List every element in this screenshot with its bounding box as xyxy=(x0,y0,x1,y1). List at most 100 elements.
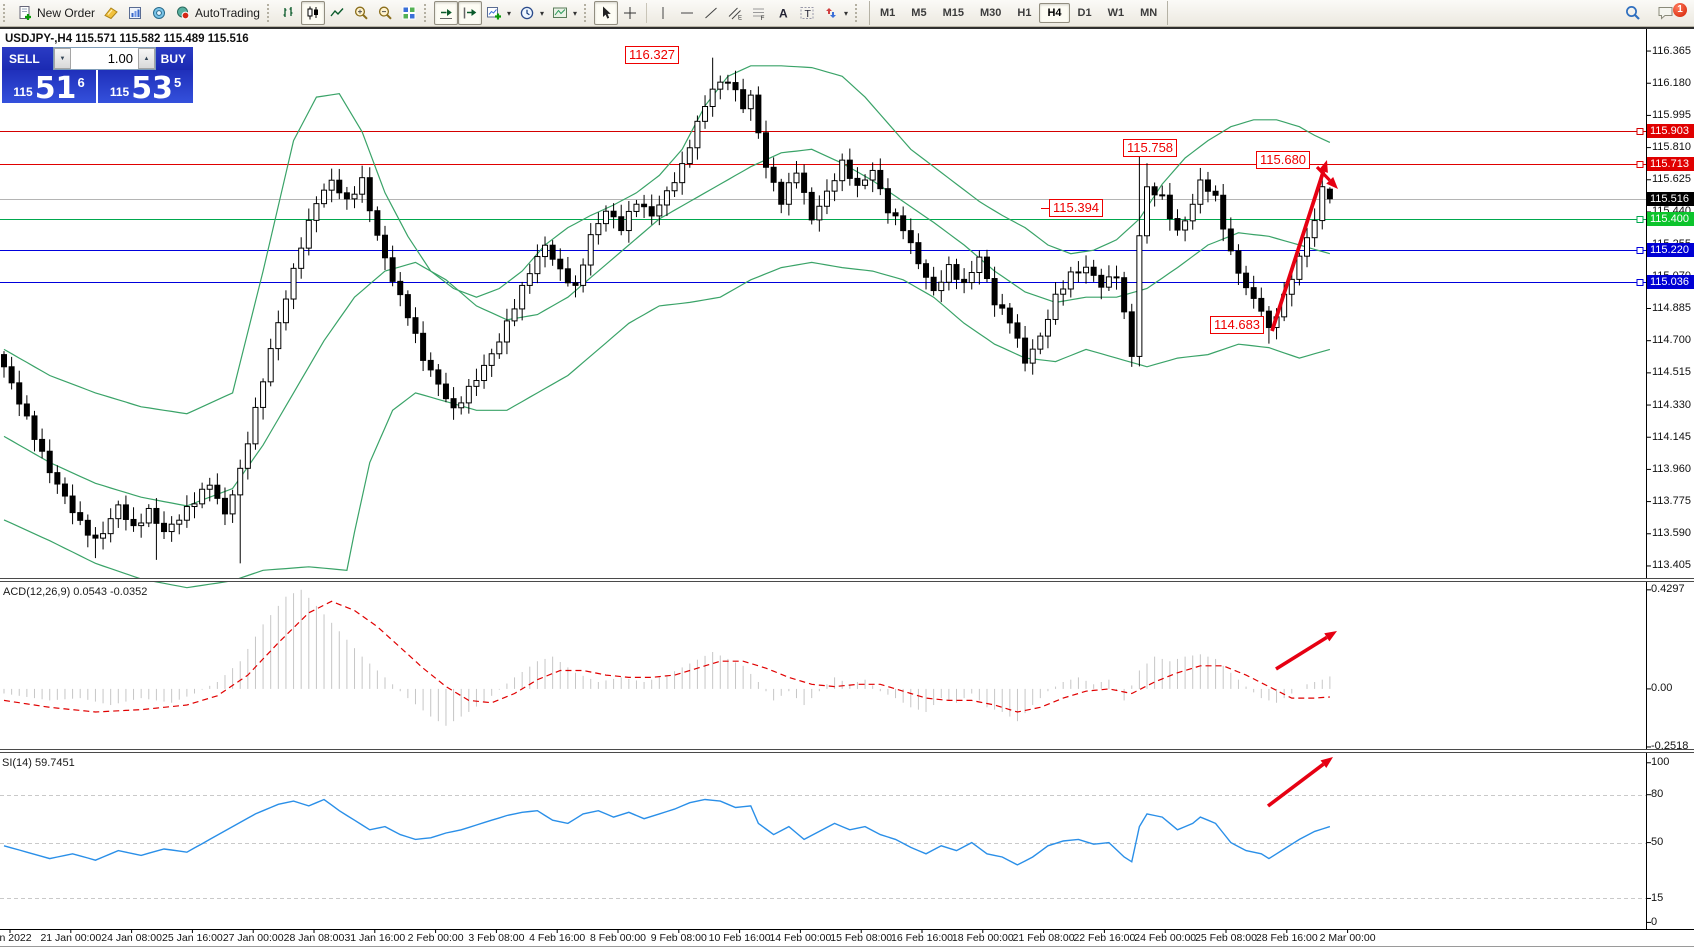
new-order-button[interactable]: New Order xyxy=(13,1,99,25)
toolbar-grip[interactable] xyxy=(855,4,860,22)
macd-indicator-label: ACD(12,26,9) 0.0543 -0.0352 xyxy=(3,586,148,598)
time-axis-label: 2 Feb 00:00 xyxy=(407,932,464,944)
price-line-label: 115.400 xyxy=(1647,211,1694,226)
volume-decrease-button[interactable]: ▼ xyxy=(54,48,71,69)
autotrading-icon xyxy=(175,5,191,21)
candlestick-chart-button[interactable] xyxy=(300,1,325,25)
sell-price[interactable]: 115 51 6 xyxy=(2,70,96,104)
price-annotation[interactable]: 115.680 xyxy=(1256,151,1311,169)
toolbar-grip[interactable] xyxy=(3,4,8,22)
zoom-in-icon xyxy=(353,5,369,21)
arrows-icon xyxy=(823,5,839,21)
toolbar-grip[interactable] xyxy=(423,4,429,22)
timeframe-h4[interactable]: H4 xyxy=(1039,3,1070,23)
time-axis-label: 25 Feb 08:00 xyxy=(1195,932,1257,944)
channel-button[interactable]: E xyxy=(723,1,747,25)
sell-price-figure: 115 xyxy=(13,85,33,99)
vertical-line-button[interactable] xyxy=(651,1,675,25)
crosshair-button[interactable] xyxy=(618,1,642,25)
search-icon xyxy=(1624,4,1642,22)
templates-button[interactable]: ▾ xyxy=(548,1,581,25)
price-annotation[interactable]: 115.394 xyxy=(1040,199,1104,217)
trendline-button[interactable] xyxy=(699,1,723,25)
signals-button[interactable] xyxy=(147,1,171,25)
text-icon: A xyxy=(775,5,791,21)
time-axis-label: 10 Feb 16:00 xyxy=(708,932,771,944)
chart-wizard-button[interactable] xyxy=(99,1,123,25)
sell-button[interactable]: SELL xyxy=(2,47,53,70)
timeframe-mn[interactable]: MN xyxy=(1140,7,1158,19)
price-axis-tick-label: 115.810 xyxy=(1652,141,1691,154)
window-border xyxy=(0,27,1694,29)
price-line-label: 115.036 xyxy=(1647,275,1694,290)
text-label-button[interactable]: T xyxy=(795,1,819,25)
autotrading-button[interactable]: AutoTrading xyxy=(171,1,264,25)
toolbar-grip[interactable] xyxy=(266,4,272,22)
pane-separator-rsi[interactable] xyxy=(0,749,1694,753)
time-axis-label: 3 Feb 08:00 xyxy=(468,932,525,944)
timeframe-group: M1 M5 M15 M30 H1 H4 D1 W1 MN xyxy=(869,1,1169,25)
timeframe-m30[interactable]: M30 xyxy=(979,7,1002,19)
horizontal-line-button[interactable] xyxy=(675,1,699,25)
buy-label: BUY xyxy=(160,51,186,66)
time-axis-label: 24 Feb 00:00 xyxy=(1134,932,1197,944)
timeframe-m15[interactable]: M15 xyxy=(942,7,964,19)
timeframe-d1[interactable]: D1 xyxy=(1077,7,1092,19)
price-axis-tick-label: 114.885 xyxy=(1652,302,1691,314)
arrows-button[interactable]: ▾ xyxy=(819,1,852,25)
chat-bubble-icon xyxy=(1656,4,1676,22)
price-axis-tick-label: 115.995 xyxy=(1652,108,1691,121)
zoom-in-button[interactable] xyxy=(349,1,373,25)
search-button[interactable] xyxy=(1620,1,1646,25)
tile-windows-button[interactable] xyxy=(397,1,421,25)
price-lines[interactable] xyxy=(0,128,1646,286)
zoom-out-button[interactable] xyxy=(373,1,397,25)
price-annotation[interactable]: 116.327 xyxy=(625,46,680,64)
pane-separator-macd[interactable] xyxy=(0,578,1694,582)
timeframe-m5[interactable]: M5 xyxy=(911,7,927,19)
vertical-line-icon xyxy=(655,5,671,21)
indicators-icon xyxy=(486,5,502,21)
price-annotation[interactable]: 114.683 xyxy=(1210,316,1265,334)
periods-button[interactable]: ▾ xyxy=(515,1,548,25)
rsi-axis-tick-label: 0 xyxy=(1651,915,1658,928)
sell-price-point: 6 xyxy=(77,75,85,90)
toolbar: New Order AutoTrading ▾ ▾ ▾ E F A xyxy=(0,0,1694,27)
profiles-button[interactable] xyxy=(123,1,147,25)
chart-shift-button[interactable] xyxy=(457,1,482,25)
auto-scroll-button[interactable] xyxy=(433,1,458,25)
text-button[interactable]: A xyxy=(771,1,795,25)
trend-arrows[interactable] xyxy=(1266,160,1338,808)
cursor-button[interactable] xyxy=(594,1,618,25)
time-axis-label: 25 Jan 16:00 xyxy=(162,932,223,944)
volume-input[interactable]: 1.00 xyxy=(107,51,133,66)
price-annotation[interactable]: 115.758 xyxy=(1123,139,1178,157)
timeframe-w1[interactable]: W1 xyxy=(1107,7,1125,19)
chart-wizard-icon xyxy=(103,5,119,21)
price-axis-tick-label: 114.145 xyxy=(1652,430,1691,443)
indicators-button[interactable]: ▾ xyxy=(482,1,515,25)
price-line-label: 115.713 xyxy=(1647,157,1694,172)
trendline-icon xyxy=(703,5,719,21)
svg-text:E: E xyxy=(738,16,742,22)
svg-text:T: T xyxy=(805,8,812,20)
notifications-button[interactable]: 1 xyxy=(1652,2,1687,24)
buy-price-figure: 115 xyxy=(109,85,130,99)
timeframe-h1[interactable]: H1 xyxy=(1017,7,1032,19)
price-line-label: 115.220 xyxy=(1647,243,1694,258)
timeframe-m1[interactable]: M1 xyxy=(880,7,896,19)
toolbar-grip[interactable] xyxy=(584,4,589,22)
templates-icon xyxy=(552,5,568,21)
line-chart-button[interactable] xyxy=(325,1,349,25)
svg-text:A: A xyxy=(779,7,788,21)
price-axis-tick-label: 113.960 xyxy=(1652,462,1691,475)
bar-chart-button[interactable] xyxy=(277,1,301,25)
buy-button[interactable]: BUY xyxy=(156,47,193,70)
fibonacci-button[interactable]: F xyxy=(747,1,771,25)
buy-price[interactable]: 115 53 5 xyxy=(98,70,193,104)
volume-increase-button[interactable]: ▲ xyxy=(138,48,155,69)
time-axis-label: 24 Jan 08:00 xyxy=(101,932,162,944)
cursor-icon xyxy=(598,5,614,21)
